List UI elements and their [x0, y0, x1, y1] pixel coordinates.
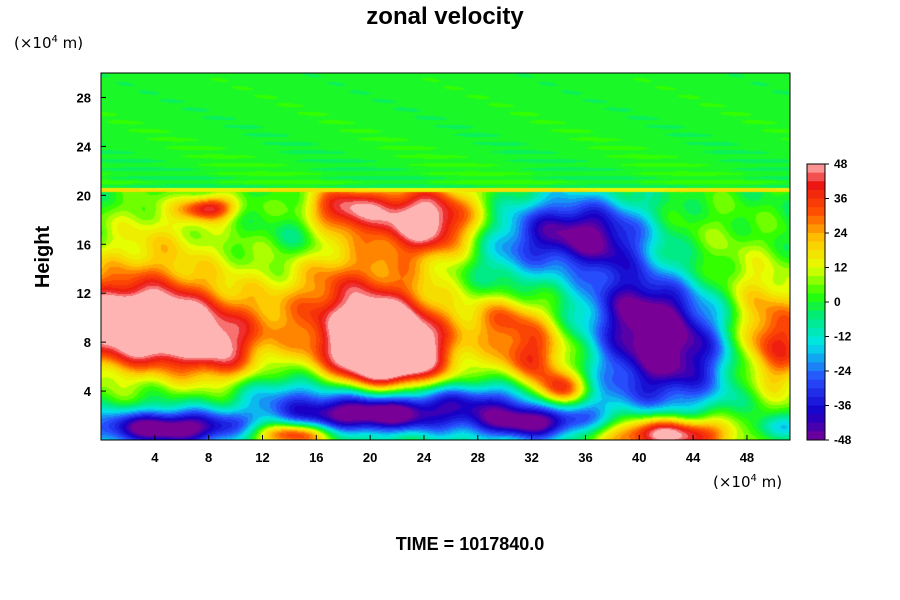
colorbar-tick-label: 0 [834, 295, 841, 309]
colorbar-band [807, 224, 825, 234]
colorbar-band [807, 189, 825, 199]
plot-frame [100, 72, 791, 441]
x-axis-unit: (×104 m) [713, 473, 782, 491]
colorbar-tick-label: 48 [834, 157, 848, 171]
colorbar-tick-label: -48 [834, 433, 852, 447]
x-tick-label: 44 [686, 450, 701, 465]
colorbar-band [807, 371, 825, 381]
y-tick-label: 4 [84, 384, 92, 399]
x-tick-label: 8 [205, 450, 212, 465]
colorbar-band [807, 302, 825, 312]
colorbar-band [807, 345, 825, 355]
colorbar-band [807, 284, 825, 294]
y-axis-unit: (×104 m) [14, 34, 83, 52]
colorbar-tick-label: 24 [834, 226, 848, 240]
colorbar-tick-label: -36 [834, 399, 852, 413]
colorbar-band [807, 319, 825, 329]
colorbar-band [807, 327, 825, 337]
colorbar-tick-label: -12 [834, 330, 852, 344]
colorbar-band [807, 396, 825, 406]
colorbar-band [807, 215, 825, 225]
colorbar-band [807, 422, 825, 432]
y-tick-label: 8 [84, 335, 91, 350]
colorbar-band [807, 172, 825, 182]
x-tick-label: 24 [417, 450, 432, 465]
colorbar-band [807, 267, 825, 277]
x-tick-label: 12 [255, 450, 269, 465]
x-tick-label: 48 [740, 450, 754, 465]
colorbar-ticks: 48 36 24 12 0 -12 -24 -36 -48 [825, 157, 852, 447]
colorbar-band [807, 181, 825, 191]
colorbar-band [807, 258, 825, 268]
colorbar-band [807, 388, 825, 398]
colorbar: 48 36 24 12 0 -12 -24 -36 -48 [806, 157, 852, 447]
y-tick-label: 24 [77, 139, 92, 154]
colorbar-band [807, 431, 825, 441]
x-tick-label: 36 [578, 450, 592, 465]
colorbar-band [807, 276, 825, 286]
time-label: TIME = 1017840.0 [396, 534, 545, 554]
y-tick-label: 28 [77, 90, 91, 105]
y-tick-label: 16 [77, 237, 91, 252]
colorbar-band [807, 198, 825, 208]
colorbar-band [807, 414, 825, 424]
y-axis-ticks: 4 8 12 16 20 24 28 [77, 90, 106, 399]
x-axis-ticks: 4 8 12 16 20 24 28 32 36 40 44 48 [151, 435, 754, 465]
y-axis-label: Height [32, 226, 54, 289]
colorbar-band [807, 250, 825, 260]
colorbar-band [807, 233, 825, 243]
y-tick-label: 20 [77, 188, 91, 203]
colorbar-band [807, 336, 825, 346]
colorbar-band [807, 310, 825, 320]
x-tick-label: 20 [363, 450, 377, 465]
x-tick-label: 32 [524, 450, 538, 465]
colorbar-tick-label: 12 [834, 261, 848, 275]
colorbar-band [807, 207, 825, 217]
colorbar-band [807, 164, 825, 174]
y-tick-label: 12 [77, 286, 91, 301]
colorbar-band [807, 362, 825, 372]
colorbar-band [807, 293, 825, 303]
chart-title: zonal velocity [366, 3, 524, 30]
colorbar-band [807, 353, 825, 363]
x-tick-label: 28 [471, 450, 485, 465]
colorbar-bands [807, 164, 825, 441]
heatmap-field [101, 73, 790, 440]
colorbar-tick-label: 36 [834, 192, 848, 206]
colorbar-band [807, 379, 825, 389]
x-tick-label: 4 [151, 450, 159, 465]
x-tick-label: 40 [632, 450, 646, 465]
x-tick-label: 16 [309, 450, 323, 465]
colorbar-band [807, 405, 825, 415]
plot-area [100, 72, 791, 441]
colorbar-tick-label: -24 [834, 364, 852, 378]
colorbar-band [807, 241, 825, 251]
